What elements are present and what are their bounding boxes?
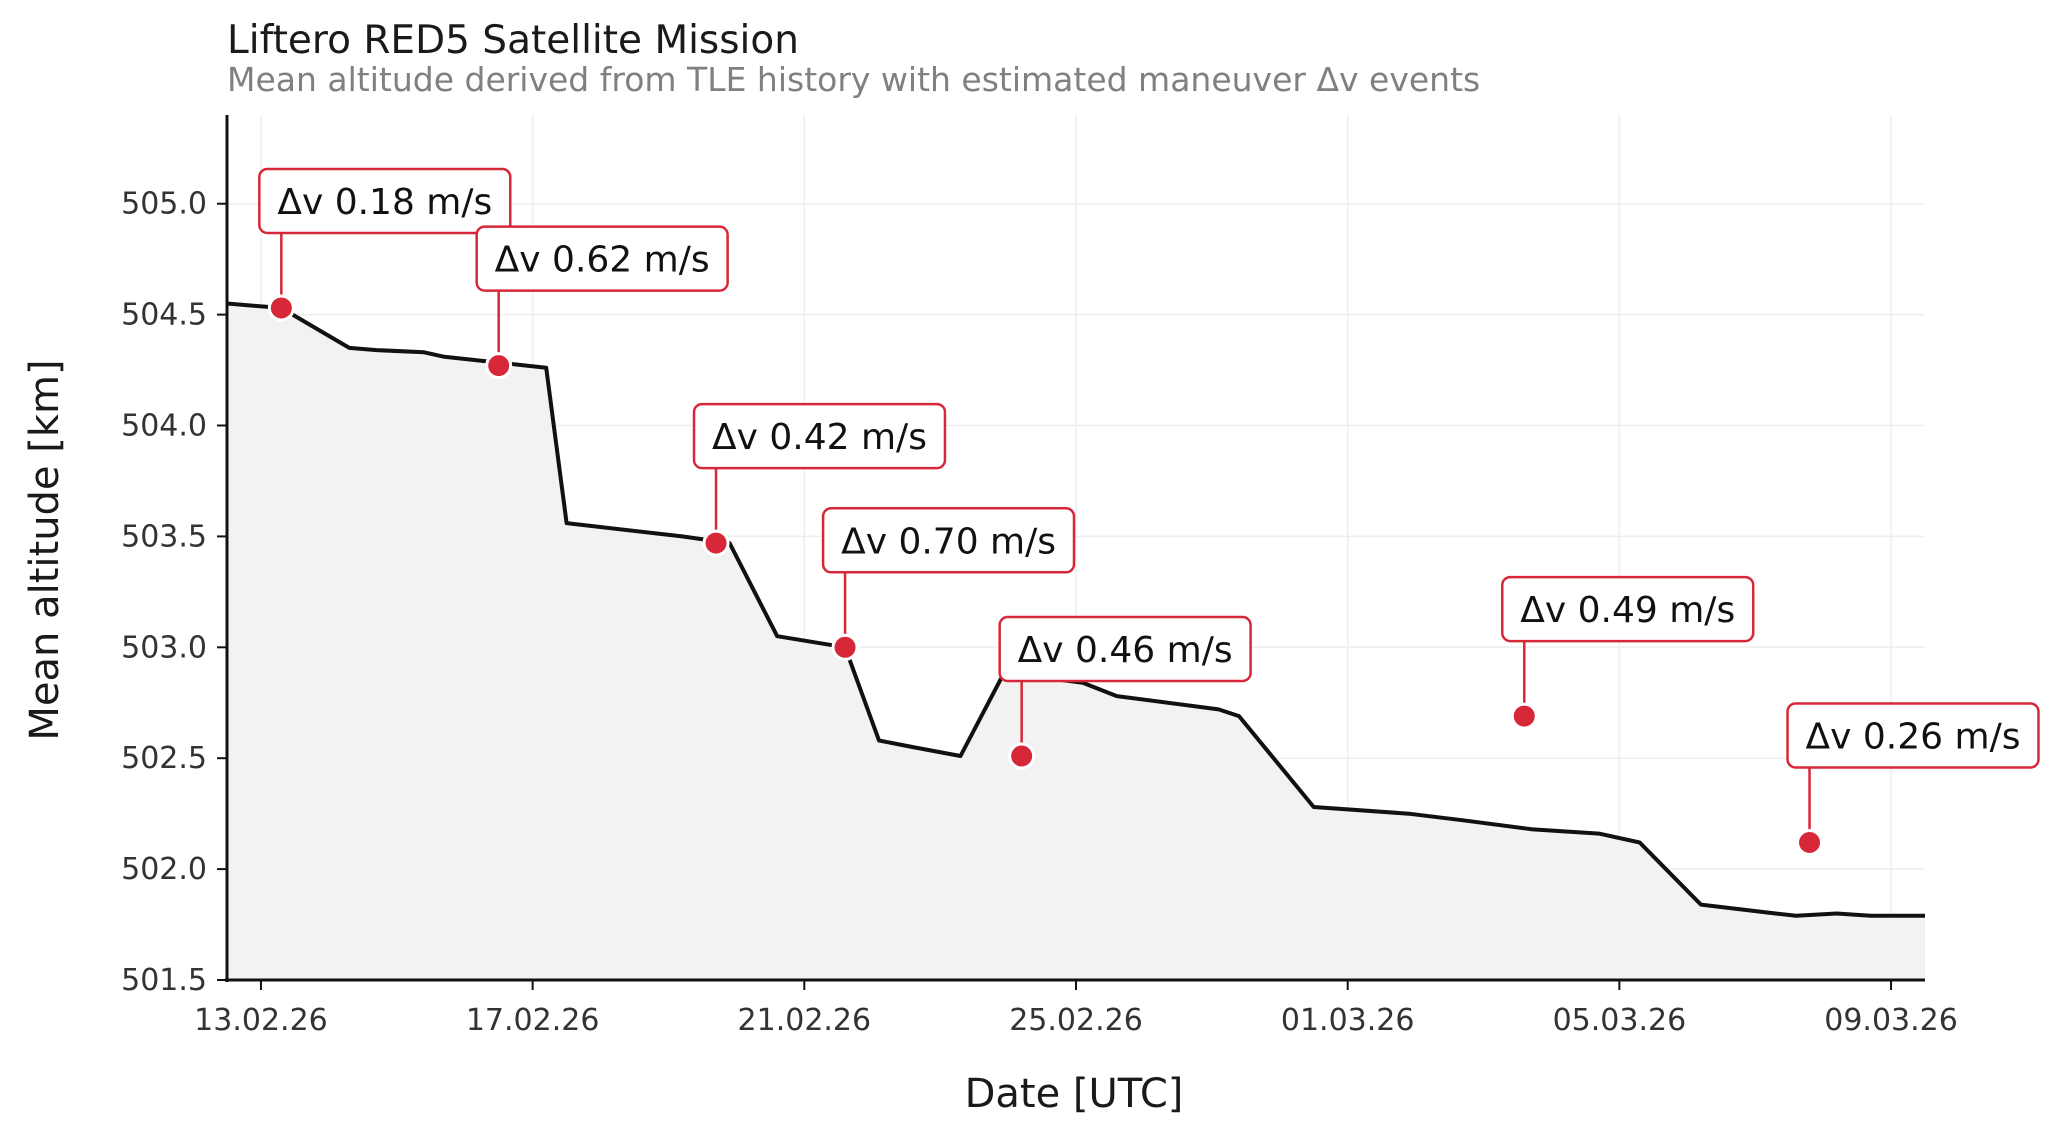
x-tick-label: 01.03.26 xyxy=(1281,1003,1415,1038)
event-label: Δv 0.49 m/s xyxy=(1520,590,1735,631)
maneuver-event: Δv 0.49 m/s xyxy=(1501,575,1755,730)
event-marker xyxy=(702,529,730,557)
event-marker xyxy=(267,294,295,322)
maneuver-event: Δv 0.70 m/s xyxy=(821,507,1076,661)
event-label-box xyxy=(1786,702,2040,769)
event-label: Δv 0.42 m/s xyxy=(712,417,927,458)
chart-title: Liftero RED5 Satellite Mission xyxy=(227,18,799,63)
series-area xyxy=(227,303,1925,980)
chart-subtitle: Mean altitude derived from TLE history w… xyxy=(227,60,1481,99)
maneuver-event: Δv 0.18 m/s xyxy=(258,167,512,322)
x-axis-label: Date [UTC] xyxy=(965,1071,1184,1117)
event-label: Δv 0.62 m/s xyxy=(495,240,710,281)
y-tick-label: 502.0 xyxy=(121,852,207,887)
maneuver-event: Δv 0.42 m/s xyxy=(692,402,947,557)
y-tick-label: 501.5 xyxy=(121,963,207,998)
event-label: Δv 0.70 m/s xyxy=(841,521,1056,562)
event-label-box xyxy=(258,167,512,235)
x-tick-label: 21.02.26 xyxy=(738,1003,872,1038)
event-marker xyxy=(1008,742,1036,770)
event-label: Δv 0.18 m/s xyxy=(277,182,492,223)
x-tick-label: 05.03.26 xyxy=(1553,1003,1687,1038)
y-tick-label: 504.5 xyxy=(121,298,207,333)
y-tick-label: 502.5 xyxy=(121,741,207,776)
x-tick-label: 17.02.26 xyxy=(466,1003,600,1038)
event-marker xyxy=(485,352,513,380)
y-axis-label: Mean altitude [km] xyxy=(22,359,68,740)
y-tick-label: 503.0 xyxy=(121,630,207,665)
area-layer xyxy=(227,303,1925,980)
maneuver-event: Δv 0.26 m/s xyxy=(1786,702,2040,856)
y-tick-label: 503.5 xyxy=(121,519,207,554)
event-label-box xyxy=(821,507,1076,574)
maneuver-event: Δv 0.46 m/s xyxy=(998,615,1252,770)
x-tick-label: 09.03.26 xyxy=(1824,1003,1958,1038)
x-tick-label: 25.02.26 xyxy=(1009,1003,1143,1038)
event-layer: Δv 0.18 m/sΔv 0.62 m/s Δv 0.42 m/s Δv 0.70… xyxy=(258,167,2040,856)
x-tick-label: 13.02.26 xyxy=(194,1003,328,1038)
event-label: Δv 0.46 m/s xyxy=(1018,630,1233,671)
y-tick-label: 504.0 xyxy=(121,409,207,444)
event-marker xyxy=(1796,828,1824,856)
event-label-box xyxy=(1501,575,1755,643)
event-label: Δv 0.26 m/s xyxy=(1806,716,2021,757)
event-label-box xyxy=(998,615,1252,683)
event-marker xyxy=(1510,702,1538,730)
maneuver-event: Δv 0.62 m/s xyxy=(475,225,729,380)
event-label-box xyxy=(475,225,729,292)
event-label-box xyxy=(692,402,947,470)
y-tick-label: 505.0 xyxy=(121,187,207,222)
event-marker xyxy=(831,633,859,661)
axis-layer: 501.5 502.0 502.5 503.0 503.5 504.0 504.5 505.0… xyxy=(121,115,1958,1038)
